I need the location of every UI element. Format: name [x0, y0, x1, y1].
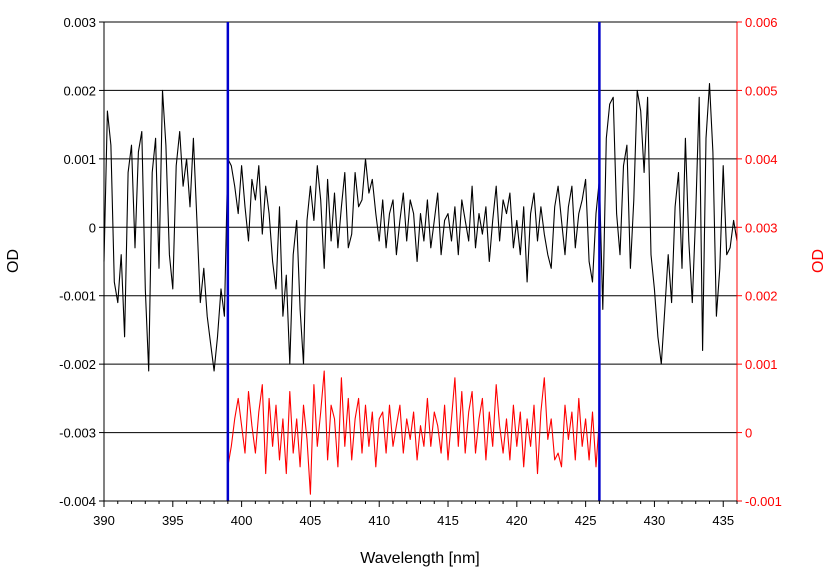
- x-tick-label: 395: [162, 513, 184, 528]
- y-right-tick-label: 0.004: [745, 152, 778, 167]
- y-right-tick-label: -0.001: [745, 494, 782, 509]
- grid-layer: [104, 21, 737, 434]
- y-left-tick-label: 0.003: [63, 15, 96, 30]
- y-left-tick-label: 0: [89, 220, 96, 235]
- x-tick-label: 415: [437, 513, 459, 528]
- x-tick-label: 410: [368, 513, 390, 528]
- y-right-tick-label: 0.002: [745, 289, 778, 304]
- y-right-tick-label: 0.001: [745, 357, 778, 372]
- y-left-tick-label: -0.004: [59, 494, 96, 509]
- x-tick-label: 405: [300, 513, 322, 528]
- y-left-tick-label: -0.002: [59, 357, 96, 372]
- black-series-line: [103, 83, 738, 372]
- y-right-tick-label: 0.005: [745, 83, 778, 98]
- tick-layer: -0.004 -0.003 -0.002 -0.001 0 0.001 0.002 0.003…: [59, 15, 782, 528]
- vertical-marker-layer: [226, 22, 601, 501]
- x-tick-label: 400: [231, 513, 253, 528]
- y-right-tick-label: 0.003: [745, 220, 778, 235]
- y-left-tick-label: 0.001: [63, 152, 96, 167]
- y-right-tick-label: 0.006: [745, 15, 778, 30]
- x-tick-label: 390: [93, 513, 115, 528]
- red-series-line: [227, 370, 600, 495]
- x-tick-label: 420: [506, 513, 528, 528]
- x-tick-label: 430: [644, 513, 666, 528]
- y-right-tick-label: 0: [745, 426, 752, 441]
- y-left-tick-label: -0.003: [59, 426, 96, 441]
- y-axis-left-title: OD: [5, 249, 22, 273]
- y-left-tick-label: 0.002: [63, 83, 96, 98]
- y-axis-right-title: OD: [810, 249, 827, 273]
- series-layer: [103, 83, 738, 495]
- y-left-tick-label: -0.001: [59, 289, 96, 304]
- x-axis-title: Wavelength [nm]: [360, 550, 479, 567]
- x-tick-label: 425: [575, 513, 597, 528]
- x-tick-label: 435: [712, 513, 734, 528]
